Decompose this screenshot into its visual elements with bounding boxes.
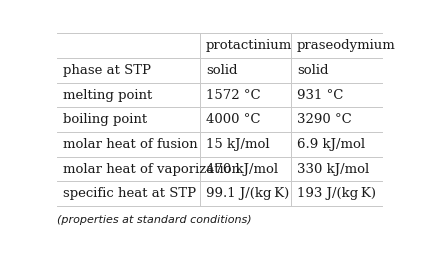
Text: praseodymium: praseodymium bbox=[297, 39, 395, 52]
Text: solid: solid bbox=[297, 64, 328, 77]
Text: 15 kJ/mol: 15 kJ/mol bbox=[206, 138, 270, 151]
Text: 931 °C: 931 °C bbox=[297, 88, 343, 102]
Text: specific heat at STP: specific heat at STP bbox=[63, 187, 196, 200]
Text: 4000 °C: 4000 °C bbox=[206, 113, 260, 126]
Text: 330 kJ/mol: 330 kJ/mol bbox=[297, 163, 369, 176]
Text: 99.1 J/(kg K): 99.1 J/(kg K) bbox=[206, 187, 289, 200]
Text: 6.9 kJ/mol: 6.9 kJ/mol bbox=[297, 138, 365, 151]
Text: protactinium: protactinium bbox=[206, 39, 292, 52]
Text: 193 J/(kg K): 193 J/(kg K) bbox=[297, 187, 376, 200]
Text: molar heat of fusion: molar heat of fusion bbox=[63, 138, 197, 151]
Text: solid: solid bbox=[206, 64, 237, 77]
Text: 470 kJ/mol: 470 kJ/mol bbox=[206, 163, 278, 176]
Text: phase at STP: phase at STP bbox=[63, 64, 151, 77]
Text: 1572 °C: 1572 °C bbox=[206, 88, 261, 102]
Text: boiling point: boiling point bbox=[63, 113, 147, 126]
Text: (properties at standard conditions): (properties at standard conditions) bbox=[57, 215, 251, 225]
Text: 3290 °C: 3290 °C bbox=[297, 113, 351, 126]
Text: melting point: melting point bbox=[63, 88, 152, 102]
Text: molar heat of vaporization: molar heat of vaporization bbox=[63, 163, 240, 176]
